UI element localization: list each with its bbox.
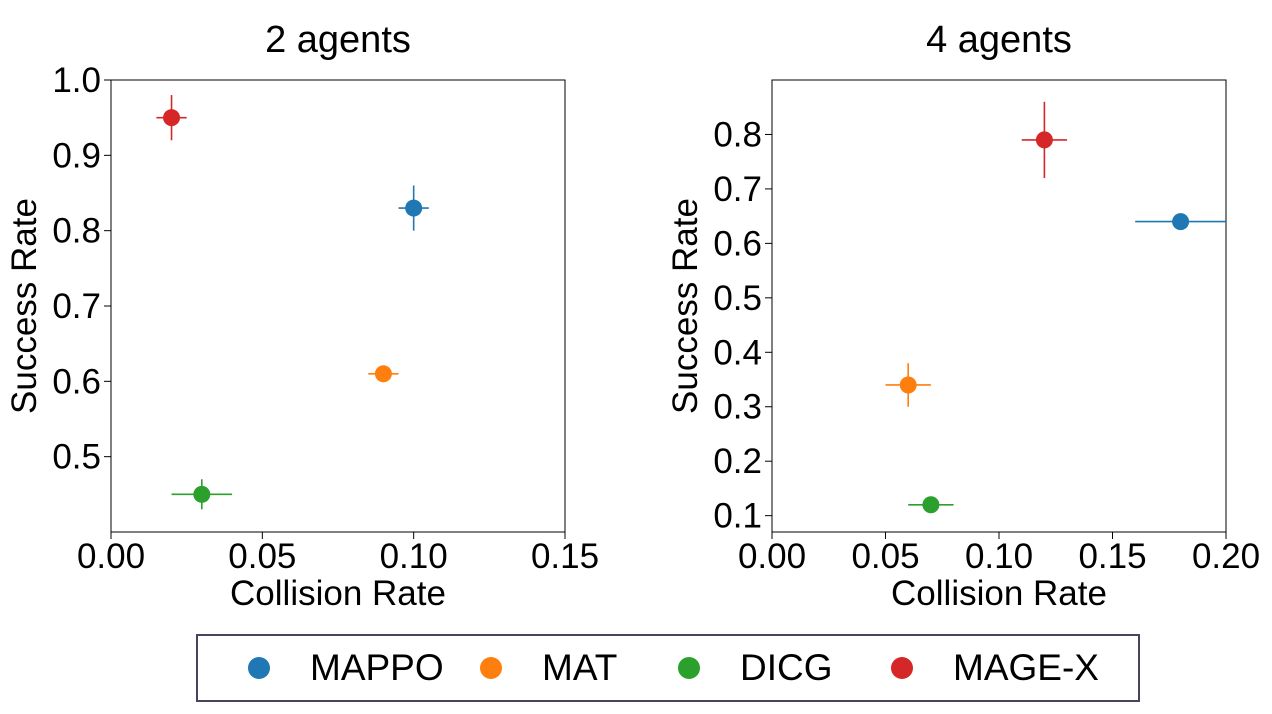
chart-1-x-tick-label: 0.10 xyxy=(380,537,448,576)
chart-2-y-axis-label: Success Rate xyxy=(666,198,705,414)
chart-1-axes-frame xyxy=(110,79,566,533)
chart-2-x-axis-label: Collision Rate xyxy=(891,574,1107,613)
legend-item-mat: MAT xyxy=(480,636,617,700)
chart-2-y-tick-label: 0.1 xyxy=(713,497,762,536)
legend-item-mappo: MAPPO xyxy=(248,636,444,700)
legend-marker-mat xyxy=(480,657,502,679)
chart-1-point-mat xyxy=(374,365,392,383)
chart-2-y-tick-label: 0.8 xyxy=(713,115,762,154)
chart-2-x-tick-label: 0.10 xyxy=(965,537,1033,576)
chart-2-axes-frame xyxy=(771,79,1227,533)
chart-2-y-tick-label: 0.4 xyxy=(713,333,762,372)
chart-1-y-axis-label: Success Rate xyxy=(5,198,44,414)
chart-2-y-tick-label: 0.5 xyxy=(713,279,762,318)
chart-1-point-mage-x xyxy=(163,109,181,127)
chart-1-x-tick-label: 0.05 xyxy=(228,537,296,576)
legend-label-mappo: MAPPO xyxy=(310,647,444,688)
chart-2-x-tick-label: 0.20 xyxy=(1192,537,1260,576)
chart-2-x-tick-label: 0.15 xyxy=(1078,537,1146,576)
chart-1-x-tick-label: 0.00 xyxy=(77,537,145,576)
legend-item-dicg: DICG xyxy=(678,636,833,700)
legend-item-mage-x: MAGE-X xyxy=(891,636,1099,700)
chart-2-point-mage-x xyxy=(1035,131,1053,149)
chart-1-y-tick-label: 0.9 xyxy=(52,136,101,175)
chart-2-point-mappo xyxy=(1172,213,1190,231)
chart-1-y-tick-label: 0.7 xyxy=(52,287,101,326)
chart-1-y-tick-label: 1.0 xyxy=(52,61,101,100)
chart-1-title: 2 agents xyxy=(265,19,411,61)
chart-1-x-axis-label: Collision Rate xyxy=(230,574,446,613)
chart-2-point-dicg xyxy=(922,496,940,514)
legend: MAPPO MAT DICG MAGE-X xyxy=(196,634,1140,702)
chart-2-y-tick-label: 0.3 xyxy=(713,388,762,427)
chart-1-point-mappo xyxy=(405,199,423,217)
chart-2-point-mat xyxy=(899,376,917,394)
chart-1-x-tick-label: 0.15 xyxy=(531,537,599,576)
chart-2-agents: 2 agents Collision Rate Success Rate 0.00 0.… xyxy=(5,19,599,613)
legend-label-dicg: DICG xyxy=(740,647,833,688)
legend-label-mage-x: MAGE-X xyxy=(953,647,1099,688)
chart-1-y-tick-label: 0.8 xyxy=(52,212,101,251)
legend-marker-mappo xyxy=(248,657,270,679)
legend-marker-mage-x xyxy=(891,657,913,679)
chart-2-y-tick-label: 0.2 xyxy=(713,442,762,481)
chart-2-y-tick-label: 0.6 xyxy=(713,224,762,263)
chart-1-y-tick-label: 0.6 xyxy=(52,362,101,401)
legend-marker-dicg xyxy=(678,657,700,679)
chart-2-x-tick-label: 0.05 xyxy=(851,537,919,576)
chart-2-title: 4 agents xyxy=(926,19,1072,61)
legend-label-mat: MAT xyxy=(542,647,618,688)
chart-1-y-tick-label: 0.5 xyxy=(52,438,101,477)
chart-2-x-tick-label: 0.00 xyxy=(738,537,806,576)
chart-2-y-tick-label: 0.7 xyxy=(713,170,762,209)
chart-1-point-dicg xyxy=(193,485,211,503)
